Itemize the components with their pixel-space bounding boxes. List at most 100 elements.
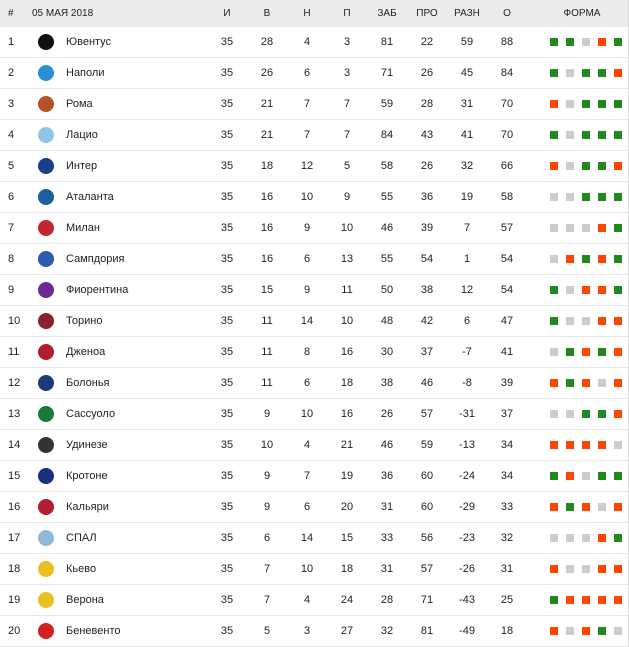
table-row[interactable]: 3 Рома 35 21 7 7 59 28 31 70 <box>0 89 628 120</box>
position: 16 <box>8 501 21 513</box>
table-row[interactable]: 13 Сассуоло 35 9 10 16 26 57 -31 37 <box>0 399 628 430</box>
form-result-L <box>598 441 606 449</box>
team-logo-icon <box>26 375 66 391</box>
table-row[interactable]: 4 Лацио 35 21 7 7 84 43 41 70 <box>0 120 628 151</box>
header-form: ФОРМА <box>563 8 601 19</box>
team-name[interactable]: Интер <box>66 160 98 172</box>
stat-ga: 26 <box>420 67 434 79</box>
team-name[interactable]: Кротоне <box>66 470 108 482</box>
stat-w: 21 <box>260 129 274 141</box>
form-result-D <box>582 317 590 325</box>
form <box>527 410 628 418</box>
team-name[interactable]: Наполи <box>66 67 105 79</box>
team-name[interactable]: Удинезе <box>66 439 108 451</box>
table-row[interactable]: 9 Фиорентина 35 15 9 11 50 38 12 54 <box>0 275 628 306</box>
header-points[interactable]: О <box>503 8 511 19</box>
stat-gf: 84 <box>380 129 394 141</box>
team-name[interactable]: Кальяри <box>66 501 109 513</box>
team-name[interactable]: Аталанта <box>66 191 114 203</box>
team-name[interactable]: Сассуоло <box>66 408 116 420</box>
stat-w: 15 <box>260 284 274 296</box>
stat-pts: 70 <box>500 98 514 110</box>
team-name[interactable]: Ювентус <box>66 36 112 48</box>
stat-gf: 71 <box>380 67 394 79</box>
header-draw[interactable]: Н <box>303 8 311 19</box>
stat-w: 5 <box>263 625 271 637</box>
team-name[interactable]: Торино <box>66 315 103 327</box>
form-result-L <box>614 69 622 77</box>
team-name[interactable]: Рома <box>66 98 93 110</box>
team-logo-icon <box>26 499 66 515</box>
form <box>527 224 628 232</box>
team-name[interactable]: Беневенто <box>66 625 121 637</box>
stat-w: 7 <box>263 563 271 575</box>
header-lost[interactable]: П <box>343 8 351 19</box>
team-name[interactable]: Кьево <box>66 563 97 575</box>
table-row[interactable]: 18 Кьево 35 7 10 18 31 57 -26 31 <box>0 554 628 585</box>
form <box>527 100 628 108</box>
form-result-W <box>614 255 622 263</box>
table-header: # 05 МАЯ 2018 И В Н П ЗАБ ПРО РАЗН О ФОР… <box>0 0 628 27</box>
position: 14 <box>8 439 21 451</box>
stat-l: 20 <box>340 501 354 513</box>
table-row[interactable]: 8 Сампдория 35 16 6 13 55 54 1 54 <box>0 244 628 275</box>
team-name[interactable]: Фиорентина <box>66 284 129 296</box>
stat-w: 11 <box>261 377 273 389</box>
header-pos: # <box>8 8 14 19</box>
form-result-D <box>566 534 574 542</box>
table-row[interactable]: 19 Верона 35 7 4 24 28 71 -43 25 <box>0 585 628 616</box>
table-row[interactable]: 5 Интер 35 18 12 5 58 26 32 66 <box>0 151 628 182</box>
team-name[interactable]: Болонья <box>66 377 110 389</box>
table-row[interactable]: 1 Ювентус 35 28 4 3 81 22 59 88 <box>0 27 628 58</box>
stat-w: 6 <box>263 532 271 544</box>
form-result-L <box>582 596 590 604</box>
position: 5 <box>8 160 15 172</box>
stat-ga: 39 <box>420 222 434 234</box>
stat-ga: 71 <box>420 594 434 606</box>
stat-gf: 33 <box>380 532 394 544</box>
stat-ga: 60 <box>420 470 434 482</box>
team-name[interactable]: Лацио <box>66 129 98 141</box>
header-goal-diff[interactable]: РАЗН <box>454 8 480 19</box>
team-name[interactable]: Сампдория <box>66 253 125 265</box>
stat-d: 6 <box>303 377 311 389</box>
team-name[interactable]: Верона <box>66 594 104 606</box>
table-row[interactable]: 20 Беневенто 35 5 3 27 32 81 -49 18 <box>0 616 628 647</box>
stat-gf: 26 <box>380 408 394 420</box>
form-result-L <box>550 503 558 511</box>
team-name[interactable]: Милан <box>66 222 100 234</box>
form-result-D <box>566 224 574 232</box>
form-result-L <box>614 410 622 418</box>
header-won[interactable]: В <box>263 8 271 19</box>
header-goals-for[interactable]: ЗАБ <box>377 8 397 19</box>
form-result-D <box>550 348 558 356</box>
table-row[interactable]: 10 Торино 35 11 14 10 48 42 6 47 <box>0 306 628 337</box>
table-row[interactable]: 16 Кальяри 35 9 6 20 31 60 -29 33 <box>0 492 628 523</box>
stat-p: 35 <box>220 470 234 482</box>
stat-gd: 19 <box>460 191 474 203</box>
form <box>527 534 628 542</box>
team-name[interactable]: Дженоа <box>66 346 106 358</box>
header-played[interactable]: И <box>223 8 231 19</box>
team-name[interactable]: СПАЛ <box>66 532 97 544</box>
stat-p: 35 <box>220 129 234 141</box>
table-row[interactable]: 12 Болонья 35 11 6 18 38 46 -8 39 <box>0 368 628 399</box>
stat-d: 7 <box>303 470 311 482</box>
stat-gf: 38 <box>380 377 394 389</box>
table-row[interactable]: 15 Кротоне 35 9 7 19 36 60 -24 34 <box>0 461 628 492</box>
form <box>527 441 628 449</box>
table-row[interactable]: 14 Удинезе 35 10 4 21 46 59 -13 34 <box>0 430 628 461</box>
position: 4 <box>8 129 15 141</box>
form-result-W <box>598 472 606 480</box>
stat-d: 14 <box>300 532 314 544</box>
form-result-D <box>550 255 558 263</box>
table-row[interactable]: 7 Милан 35 16 9 10 46 39 7 57 <box>0 213 628 244</box>
form-result-W <box>598 193 606 201</box>
table-row[interactable]: 11 Дженоа 35 11 8 16 30 37 -7 41 <box>0 337 628 368</box>
header-goals-against[interactable]: ПРО <box>416 8 438 19</box>
table-row[interactable]: 6 Аталанта 35 16 10 9 55 36 19 58 <box>0 182 628 213</box>
table-row[interactable]: 2 Наполи 35 26 6 3 71 26 45 84 <box>0 58 628 89</box>
form-result-D <box>566 317 574 325</box>
form-result-L <box>598 255 606 263</box>
table-row[interactable]: 17 СПАЛ 35 6 14 15 33 56 -23 32 <box>0 523 628 554</box>
